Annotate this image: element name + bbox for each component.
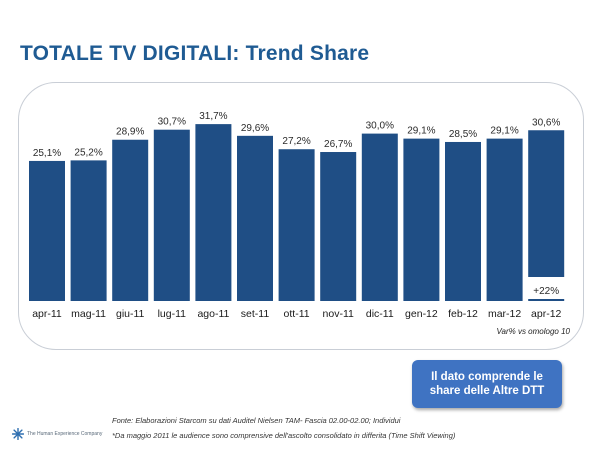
bar-mar-12: [486, 138, 523, 301]
source-note: Fonte: Elaborazioni Starcom su dati Audi…: [112, 416, 401, 425]
bar-value-label: 30,7%: [158, 117, 186, 128]
variation-annotation: +22%: [533, 286, 559, 297]
bar-feb-12: [445, 141, 481, 301]
bar-giu-11: [112, 139, 149, 301]
bar-value-label: 25,1%: [33, 148, 61, 159]
callout-box: Il dato comprende le share delle Altre D…: [412, 360, 562, 408]
x-tick-label: giu-11: [116, 308, 145, 320]
footnote: *Da maggio 2011 le audience sono compren…: [112, 431, 456, 440]
bar-value-label: 30,6%: [532, 117, 560, 128]
x-tick-label: ott-11: [284, 308, 310, 320]
bar-lug-11: [153, 129, 190, 301]
bar-value-label: 25,2%: [74, 147, 102, 158]
x-tick-label: apr-11: [32, 308, 62, 320]
bar-value-label: 26,7%: [324, 139, 352, 150]
bar-ago-11: [195, 124, 232, 301]
x-tick-label: lug-11: [158, 308, 187, 320]
star-logo-icon: [12, 428, 24, 440]
bar-mag-11: [70, 160, 107, 301]
bar-value-label: 30,0%: [366, 121, 394, 132]
company-logo: The Human Experience Company: [12, 428, 102, 440]
variation-note: Var% vs omologo 10: [496, 327, 570, 336]
bar-gen-12: [403, 138, 440, 301]
x-tick-label: feb-12: [448, 308, 478, 320]
bar-nov-11: [320, 152, 357, 301]
bar-ott-11: [278, 149, 315, 301]
bar-set-11: [237, 135, 273, 301]
x-tick-label: mar-12: [488, 308, 521, 320]
x-tick-label: set-11: [241, 308, 270, 320]
x-tick-label: mag-11: [71, 308, 106, 320]
logo-text: The Human Experience Company: [27, 431, 103, 437]
page-title: TOTALE TV DIGITALI: Trend Share: [20, 42, 370, 65]
x-tick-label: gen-12: [405, 308, 438, 320]
bar-value-label: 29,6%: [241, 123, 269, 134]
x-tick-label: dic-11: [366, 308, 394, 320]
bar-value-label: 31,7%: [199, 111, 227, 122]
bar-value-label: 29,1%: [407, 126, 435, 137]
bar-value-label: 27,2%: [282, 136, 310, 147]
bar-apr-12: [528, 130, 565, 277]
x-tick-label: apr-12: [531, 308, 562, 320]
bar-dic-11: [361, 133, 398, 301]
bar-value-label: 29,1%: [490, 126, 518, 137]
bar-apr-11: [29, 160, 65, 301]
bar-value-label: 28,9%: [116, 127, 144, 138]
bar-value-label: 28,5%: [449, 129, 477, 140]
x-tick-label: ago-11: [197, 308, 229, 320]
x-tick-label: nov-11: [323, 308, 354, 320]
